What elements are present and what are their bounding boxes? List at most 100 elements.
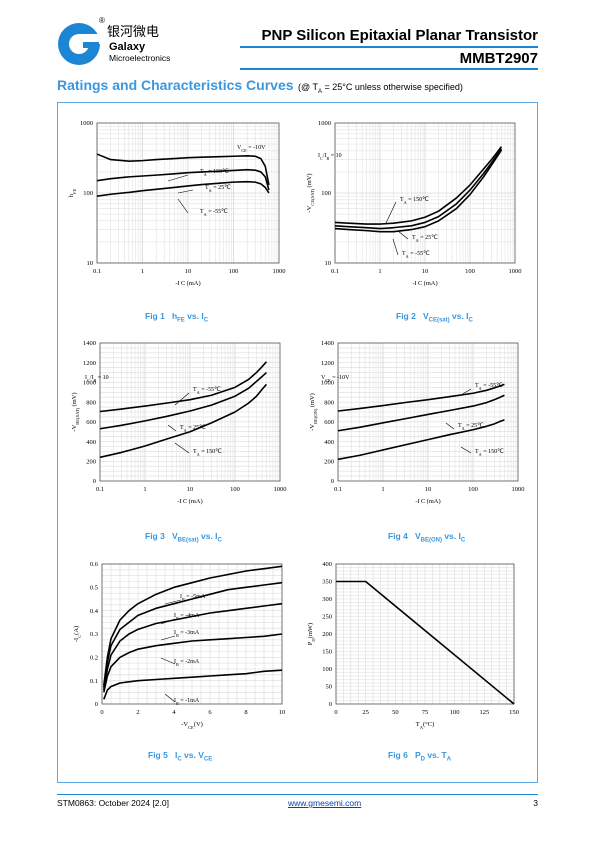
- charts-frame: [57, 102, 538, 783]
- y-tick-label: 0.1: [90, 678, 98, 685]
- y-tick-label: 300: [322, 596, 332, 603]
- x-tick-label: 0: [100, 709, 103, 716]
- annotation-label: IB = -2mA: [174, 659, 200, 667]
- plot-frame: [337, 342, 519, 482]
- footer-page-number: 3: [533, 798, 538, 808]
- annotation-label: TA = 150℃: [193, 449, 222, 457]
- caption-fig4: Fig 4 VBE(ON) vs. IC: [388, 531, 466, 544]
- annotation-leader: [177, 189, 194, 194]
- y-tick-label: 100: [322, 666, 332, 673]
- annotation-leader: [164, 693, 176, 703]
- annotation-label: TA = 25℃: [458, 423, 484, 431]
- section-heading: Ratings and Characteristics Curves (@ TA…: [57, 77, 463, 95]
- y-axis-label: -IC(A): [73, 626, 82, 642]
- x-tick-label: 1: [141, 268, 144, 275]
- annotation-leader: [164, 599, 182, 605]
- x-tick-label: 0.1: [334, 486, 342, 493]
- footer-website-link[interactable]: www.gmesemi.com: [288, 798, 362, 808]
- x-tick-label: 150: [509, 709, 519, 716]
- y-tick-label: 150: [322, 649, 332, 656]
- x-tick-label: 6: [208, 709, 212, 716]
- y-tick-label: 0: [329, 701, 332, 708]
- x-tick-label: 75: [422, 709, 429, 716]
- registered-mark: ®: [99, 16, 105, 25]
- x-tick-label: 0: [334, 709, 337, 716]
- annotation-label: IC/IB = 10: [85, 375, 109, 383]
- x-tick-label: 10: [187, 486, 194, 493]
- chart-pd-vs-ta: 0 25 50 75 100 125 150 0 50 100 150 200 250 300 350 400…: [307, 561, 519, 729]
- galaxy-g-icon: [58, 23, 101, 65]
- y-tick-label: 1000: [80, 120, 93, 127]
- y-tick-label: 0.4: [90, 608, 99, 615]
- x-tick-label: 100: [465, 268, 475, 275]
- x-axis-label: -I C (mA): [175, 280, 200, 287]
- annotation-label: IB = -1mA: [174, 698, 200, 706]
- annotation-leader: [167, 174, 189, 182]
- y-tick-label: 800: [86, 399, 96, 406]
- y-axis-label: PD(mW): [307, 623, 316, 645]
- caption-fig5: Fig 5 IC vs. VCE: [148, 750, 213, 763]
- x-tick-label: 100: [230, 486, 240, 493]
- x-axis-label: -I C (mA): [177, 498, 202, 505]
- chart-hfe-vs-ic: 0.1 1 10 100 1000 10 100 1000 -I C (mA) hFE VCE = …: [68, 120, 286, 287]
- plot-frame: [334, 122, 516, 264]
- annotation-leader: [160, 618, 176, 625]
- series-line: [99, 383, 268, 459]
- part-number: MMBT2907: [459, 50, 538, 67]
- y-tick-label: 0.2: [90, 655, 98, 662]
- annotation-leader: [445, 422, 455, 430]
- caption-fig3: Fig 3 VBE(sat) vs. IC: [145, 531, 222, 544]
- grid: [99, 342, 280, 482]
- x-tick-label: 25: [362, 709, 369, 716]
- y-axis-label: -VCE(SAT) (mV): [306, 173, 315, 212]
- y-tick-label: 10: [87, 260, 94, 267]
- y-tick-label: 200: [322, 631, 332, 638]
- chart-ic-vs-vce: 0 2 4 6 8 10 0 0.1 0.2 0.3 0.4 0.5 0.6 -VCE(V) -IC(A) I…: [73, 561, 286, 729]
- y-tick-label: 600: [324, 419, 334, 426]
- y-tick-label: 0.6: [90, 561, 99, 568]
- chart-vbeon-vs-ic: 0.1 1 10 100 1000 0 200 400 600 800 1000 1200 1400 -I…: [309, 340, 525, 505]
- series-line: [96, 180, 270, 197]
- y-tick-label: 600: [86, 419, 96, 426]
- series-line: [96, 153, 270, 186]
- y-tick-label: 1000: [318, 120, 331, 127]
- annotation-label: VCE = -10V: [237, 145, 266, 153]
- annotation-leader: [174, 392, 190, 406]
- series-line: [103, 602, 283, 691]
- caption-fig6: Fig 6 PD vs. TA: [388, 750, 452, 763]
- header-rule-bottom: [240, 68, 538, 70]
- y-tick-label: 400: [324, 439, 334, 446]
- x-tick-label: 10: [185, 268, 192, 275]
- section-title: Ratings and Characteristics Curves: [57, 77, 294, 93]
- caption-fig2: Fig 2 VCE(sat) vs. IC: [396, 311, 473, 324]
- series-line: [334, 148, 503, 230]
- x-tick-label: 10: [279, 709, 286, 716]
- y-tick-label: 1000: [321, 380, 334, 387]
- annotation-label: TA = -55℃: [200, 209, 228, 217]
- annotation-leader: [392, 238, 399, 256]
- x-tick-label: 0.1: [93, 268, 101, 275]
- caption-fig1: Fig 1 hFE vs. IC: [145, 311, 209, 324]
- brand-subtitle: Microelectronics: [109, 53, 171, 63]
- annotation-leader: [460, 446, 472, 454]
- x-tick-label: 100: [450, 709, 460, 716]
- chart-vbesat-vs-ic: 0.1 1 10 100 1000 0 200 400 600 800 1000 1200 1400 -I…: [71, 340, 287, 505]
- x-tick-label: 10: [422, 268, 429, 275]
- annotation-leader: [174, 442, 190, 454]
- y-tick-label: 0: [93, 478, 96, 485]
- series-line: [96, 168, 270, 191]
- x-tick-label: 1000: [512, 486, 525, 493]
- series-line: [337, 419, 505, 461]
- series-line: [334, 146, 503, 225]
- plot-frame: [335, 563, 515, 705]
- x-tick-label: 1: [381, 486, 384, 493]
- document-title: PNP Silicon Epitaxial Planar Transistor: [261, 27, 539, 44]
- y-tick-label: 800: [324, 399, 334, 406]
- y-tick-label: 250: [322, 614, 332, 621]
- annotation-label: TA = 150℃: [200, 169, 229, 177]
- y-tick-label: 0.3: [90, 631, 98, 638]
- x-axis-label: -I C (mA): [415, 498, 440, 505]
- y-tick-label: 1200: [321, 360, 334, 367]
- annotation-leader: [160, 635, 176, 641]
- annotation-label: VCE = -10V: [321, 375, 350, 383]
